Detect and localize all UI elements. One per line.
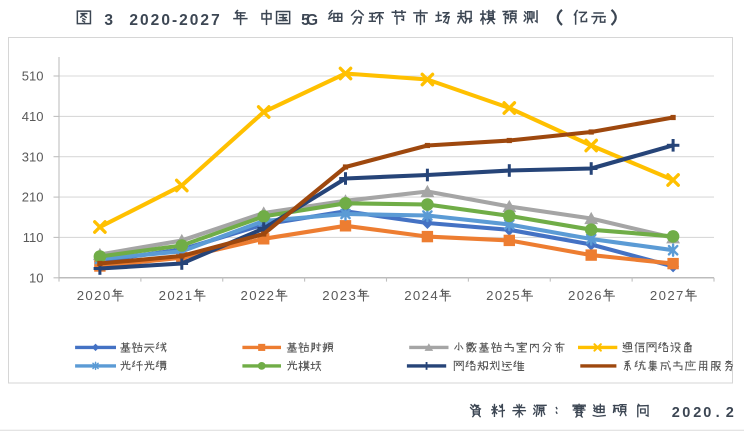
svg-text:210: 210 [22,190,44,205]
svg-text:2020: 2020 [77,288,111,303]
svg-text:0: 0 [682,405,690,421]
svg-text:2027: 2027 [650,288,684,303]
svg-text:2022: 2022 [241,288,275,303]
svg-text:2025: 2025 [486,288,519,303]
svg-text:310: 310 [22,149,44,164]
svg-text:3: 3 [104,12,113,29]
svg-text:10: 10 [29,270,43,285]
svg-text:510: 510 [22,69,44,84]
svg-text:2: 2 [693,405,701,421]
svg-text:5G: 5G [301,12,318,29]
svg-text:.: . [716,405,720,421]
svg-text:2: 2 [726,405,734,421]
svg-text:2026: 2026 [568,288,602,303]
svg-text:2024: 2024 [404,288,438,303]
svg-text:110: 110 [23,230,44,245]
svg-text:2023: 2023 [322,288,356,303]
svg-text:410: 410 [22,109,44,124]
svg-text:0: 0 [703,405,711,421]
svg-text:2021: 2021 [159,288,193,303]
svg-text:2: 2 [672,405,680,421]
svg-text:2020-2027: 2020-2027 [129,12,219,29]
